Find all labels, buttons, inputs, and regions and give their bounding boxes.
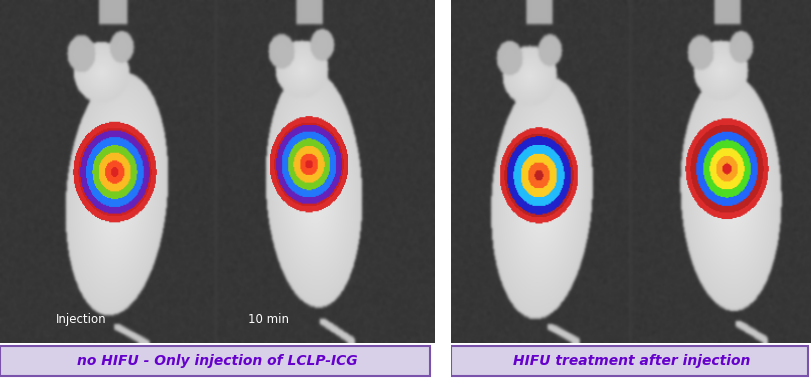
FancyBboxPatch shape bbox=[450, 346, 808, 376]
Text: Injection: Injection bbox=[55, 313, 106, 326]
Text: HIFU treatment after injection: HIFU treatment after injection bbox=[512, 354, 749, 368]
FancyBboxPatch shape bbox=[0, 346, 430, 376]
Text: no HIFU - Only injection of LCLP-ICG: no HIFU - Only injection of LCLP-ICG bbox=[77, 354, 357, 368]
Text: 10 min: 10 min bbox=[247, 313, 288, 326]
